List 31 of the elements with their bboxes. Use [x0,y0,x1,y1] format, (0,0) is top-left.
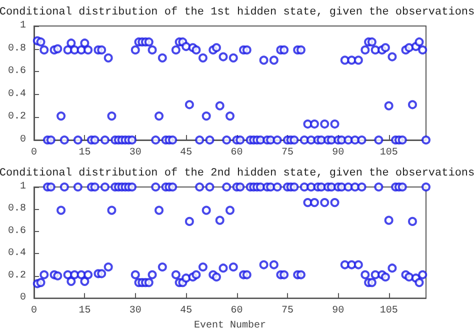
x-tick-label: 105 [380,148,398,158]
y-tick-label: 0.6 [8,226,26,237]
y-tick-label: 0.8 [8,43,26,54]
x-tick-label: 0 [30,306,38,317]
chart-title: Conditional distribution of the 2nd hidden state, given the observations [0,168,474,180]
x-tick-label: 15 [78,306,91,317]
x-tick-label: 90 [332,148,344,158]
x-tick-label: 75 [281,148,294,158]
x-tick-label: 90 [332,306,344,317]
x-tick-label: 105 [380,306,398,317]
y-tick-label: 0.6 [8,66,26,78]
x-tick-label: 60 [230,306,243,317]
y-tick-label: 0.4 [8,88,26,100]
y-tick-label: 0 [20,134,26,146]
x-tick-label: 30 [129,306,142,317]
x-tick-label: 15 [78,148,91,158]
y-tick-label: 0 [20,292,26,304]
x-tick-label: 60 [230,148,243,158]
x-axis-title: Event Number [194,320,266,332]
y-tick-label: 1 [20,182,26,192]
x-tick-label: 0 [30,148,38,158]
y-tick-label: 0.2 [8,270,26,282]
x-tick-label: 45 [180,148,192,158]
y-tick-label: 0.2 [8,112,26,123]
y-tick-label: 0.4 [8,248,26,260]
x-tick-label: 75 [281,306,294,317]
y-tick-label: 1 [20,20,26,32]
y-tick-label: 0.8 [8,204,26,215]
chart-title: Conditional distribution of the 1st hidden state, given the observations [0,6,474,18]
x-tick-label: 45 [180,306,192,317]
x-tick-label: 30 [129,148,142,158]
